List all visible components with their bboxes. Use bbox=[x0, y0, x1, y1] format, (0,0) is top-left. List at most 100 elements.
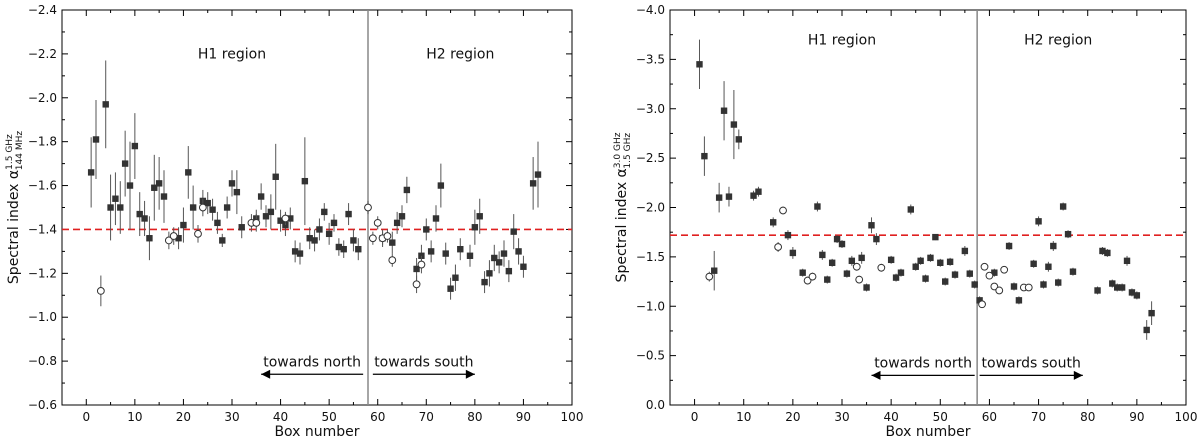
arrow-head bbox=[465, 369, 475, 379]
data-point-filled bbox=[413, 265, 420, 273]
y-axis-label-sub: 144 MHz bbox=[15, 131, 25, 171]
data-point-filled bbox=[824, 276, 831, 283]
data-point-filled bbox=[1143, 326, 1150, 334]
data-point-filled bbox=[1055, 279, 1062, 286]
x-tick-label: 0 bbox=[691, 410, 699, 424]
data-point-filled bbox=[1069, 268, 1077, 275]
data-point-open bbox=[985, 271, 994, 280]
region-label-h2: H2 region bbox=[426, 46, 494, 62]
data-point-filled bbox=[735, 136, 742, 143]
x-tick-label: 80 bbox=[1080, 410, 1095, 424]
data-point-filled bbox=[491, 254, 498, 262]
data-point-filled bbox=[141, 215, 148, 222]
data-point-filled bbox=[966, 270, 973, 277]
x-tick-label: 70 bbox=[1031, 410, 1046, 424]
data-point-filled bbox=[951, 271, 959, 278]
data-point-filled bbox=[873, 235, 880, 243]
data-point-filled bbox=[1133, 292, 1141, 299]
y-axis-label-main: Spectral index α bbox=[614, 168, 630, 282]
data-point-filled bbox=[1099, 247, 1106, 255]
data-point-filled bbox=[991, 269, 998, 276]
data-point-filled bbox=[471, 224, 479, 231]
data-point-filled bbox=[1104, 249, 1111, 257]
x-tick-label: 20 bbox=[785, 410, 800, 424]
data-point-filled bbox=[715, 194, 723, 201]
data-point-filled bbox=[291, 248, 299, 255]
y-axis-label: Spectral index α1.5 GHz144 MHz bbox=[5, 131, 25, 284]
data-point-open bbox=[1024, 283, 1033, 292]
data-point-filled bbox=[1128, 289, 1136, 296]
x-tick-label: 30 bbox=[224, 410, 239, 424]
data-point-filled bbox=[432, 215, 440, 222]
data-point-filled bbox=[117, 204, 124, 211]
direction-arrows: towards north towards south bbox=[871, 355, 1083, 380]
data-point-filled bbox=[848, 257, 856, 265]
y-tick-label: −2.4 bbox=[28, 3, 57, 17]
data-point-filled bbox=[789, 249, 797, 257]
data-point-filled bbox=[750, 192, 757, 199]
data-point-filled bbox=[843, 270, 851, 277]
y-tick-label: −1.0 bbox=[28, 310, 57, 324]
data-point-filled bbox=[1123, 257, 1131, 265]
data-point-filled bbox=[922, 275, 929, 282]
data-point-filled bbox=[403, 186, 411, 194]
data-point-filled bbox=[481, 278, 488, 286]
data-point-filled bbox=[214, 219, 221, 227]
data-point-filled bbox=[814, 203, 821, 210]
arrow-head bbox=[261, 369, 271, 379]
data-point-filled bbox=[730, 121, 738, 128]
y-axis-label: Spectral index α3.0 GHz1.5 GHz bbox=[613, 132, 633, 282]
data-point-filled bbox=[180, 221, 187, 229]
data-point-filled bbox=[155, 180, 163, 187]
data-point-open bbox=[417, 260, 426, 269]
axis-ticks: 0 10 20 30 40 50 60 70 80 90 100 −0.6 −0.8 −1.0 −1.2 −1… bbox=[28, 3, 584, 424]
data-point-filled bbox=[1035, 218, 1042, 225]
data-point-open bbox=[388, 256, 397, 265]
data-point-filled bbox=[897, 269, 905, 276]
data-point-open bbox=[877, 263, 886, 272]
data-point-filled bbox=[272, 173, 279, 180]
data-point-open bbox=[194, 229, 202, 238]
x-tick-label: 30 bbox=[834, 410, 849, 424]
data-point-filled bbox=[1064, 230, 1072, 238]
y-axis-label-text: Spectral index α1.5 GHz144 MHz bbox=[5, 131, 25, 284]
data-point-open bbox=[373, 218, 382, 227]
data-point-filled bbox=[287, 215, 294, 222]
data-point-filled bbox=[1005, 242, 1013, 250]
data-point-open bbox=[1000, 265, 1009, 274]
data-point-filled bbox=[267, 208, 275, 216]
data-point-filled bbox=[505, 267, 513, 275]
data-point-filled bbox=[398, 213, 406, 220]
data-point-filled bbox=[976, 297, 983, 304]
data-point-filled bbox=[711, 267, 718, 274]
data-point-filled bbox=[500, 250, 508, 257]
data-point-filled bbox=[185, 169, 192, 176]
data-point-open bbox=[980, 262, 989, 271]
data-point-filled bbox=[907, 206, 914, 213]
data-point-filled bbox=[1030, 260, 1037, 267]
y-axis-label-text: Spectral index α3.0 GHz1.5 GHz bbox=[613, 132, 633, 282]
data-point-filled bbox=[121, 160, 129, 167]
data-point-filled bbox=[306, 235, 313, 242]
y-tick-label: −2.0 bbox=[636, 201, 665, 215]
x-tick-label: 10 bbox=[127, 410, 142, 424]
x-tick-label: 50 bbox=[322, 410, 337, 424]
y-tick-label: −0.5 bbox=[636, 349, 665, 363]
data-point-filled bbox=[131, 142, 139, 150]
data-point-filled bbox=[189, 204, 197, 211]
x-tick-label: 40 bbox=[884, 410, 899, 424]
data-point-filled bbox=[136, 210, 143, 218]
data-point-filled bbox=[486, 270, 493, 277]
y-tick-label: −4.0 bbox=[636, 3, 665, 17]
data-point-open bbox=[808, 272, 817, 281]
data-point-open bbox=[803, 276, 812, 285]
region-label-h1: H1 region bbox=[198, 46, 266, 62]
data-point-filled bbox=[447, 285, 454, 292]
data-point-filled bbox=[838, 240, 846, 248]
x-tick-label: 0 bbox=[82, 410, 90, 424]
x-tick-label: 100 bbox=[561, 410, 584, 424]
data-point-filled bbox=[107, 204, 114, 211]
data-point-filled bbox=[311, 237, 318, 244]
y-tick-label: −0.8 bbox=[28, 354, 57, 368]
data-point-filled bbox=[350, 237, 357, 244]
